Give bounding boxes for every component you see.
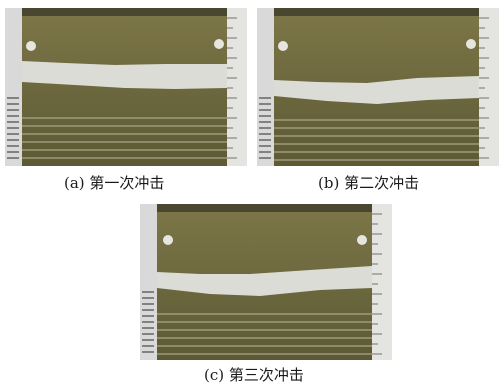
left-edge-bar — [140, 204, 157, 360]
white-marker-band — [157, 266, 372, 296]
layer-lines — [274, 119, 479, 161]
bolt-right — [357, 235, 367, 245]
layer-lines — [22, 117, 227, 159]
white-marker-band — [22, 61, 227, 89]
panel-b-image — [257, 8, 499, 166]
caption-a: (a) 第一次冲击 — [64, 174, 165, 192]
bolt-left — [278, 41, 288, 51]
panel-c-photo — [140, 204, 392, 360]
panel-a-image — [5, 8, 247, 166]
bolt-right — [466, 39, 476, 49]
ruler — [227, 8, 247, 166]
layer-lines — [157, 313, 372, 355]
ruler — [479, 8, 499, 166]
panel-c-image — [140, 204, 392, 360]
ruler — [372, 204, 392, 360]
caption-c: (c) 第三次冲击 — [204, 366, 304, 384]
panel-b-photo — [257, 8, 499, 166]
white-marker-band — [274, 76, 479, 104]
caption-b: (b) 第二次冲击 — [318, 174, 420, 192]
bolt-left — [163, 235, 173, 245]
left-edge-bar — [257, 8, 274, 166]
left-edge-bar — [5, 8, 22, 166]
bolt-left — [26, 41, 36, 51]
bolt-right — [214, 39, 224, 49]
panel-a-photo — [5, 8, 247, 166]
